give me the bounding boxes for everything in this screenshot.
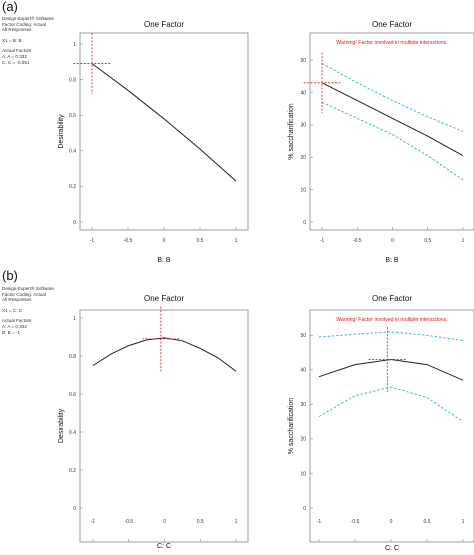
warning-annotation: Warning! Factor involved in multiple int…: [336, 317, 447, 323]
x-tick-label: 0: [163, 519, 166, 525]
fit-line: [321, 82, 464, 157]
x-tick-label: -0.5: [351, 519, 360, 525]
x-tick-label: 1: [462, 519, 465, 525]
plot-title: One Factor: [144, 294, 184, 303]
panel-label-a: (a): [2, 0, 18, 14]
x-tick-label: -1: [90, 238, 95, 244]
upper-ci-line: [321, 63, 464, 132]
x-tick-label: -0.5: [353, 238, 362, 244]
plot-title: One Factor: [372, 294, 412, 303]
y-tick-label: 30: [300, 402, 306, 408]
y-tick-label: 0.6: [69, 392, 76, 398]
y-tick-label: 40: [300, 368, 306, 374]
x-tick-label: 0.5: [197, 519, 204, 525]
software-name: Design-Expert® Software: [2, 16, 54, 21]
y-tick-label: 0.2: [69, 184, 76, 190]
responses-note: All Responses: [2, 297, 32, 303]
x-tick-label: 1: [462, 238, 465, 244]
x-factor-note: X1 = C: C: [2, 307, 23, 313]
x-tick-label: 0.5: [424, 238, 431, 244]
y-tick-label: 20: [300, 437, 306, 443]
actual-factor-b: B: B = -1: [2, 329, 21, 335]
y-tick-label: 0: [73, 220, 76, 226]
y-tick-label: 10: [300, 187, 306, 193]
x-tick-label: 0: [163, 238, 166, 244]
actual-factors-title: Actual Factors: [2, 318, 32, 324]
y-tick-label: 30: [300, 123, 306, 129]
x-tick-label: 1: [235, 238, 238, 244]
plot-frame: [79, 309, 249, 543]
y-tick-label: 50: [300, 58, 306, 64]
y-axis-title: % saccharification: [288, 398, 295, 455]
y-tick-label: 0.4: [69, 430, 76, 436]
y-tick-label: 0.2: [69, 468, 76, 474]
x-tick-label: 0: [391, 238, 394, 244]
y-tick-label: 0: [303, 506, 306, 512]
actual-factors-title: Actual Factors: [2, 48, 32, 54]
y-tick-label: 1: [73, 42, 76, 48]
y-axis-title: % saccharification: [288, 103, 295, 160]
x-axis-title: C: C: [157, 543, 171, 550]
warning-annotation: Warning! Factor involved in multiple int…: [336, 40, 447, 46]
y-axis-title: Desirability: [58, 408, 65, 443]
fit-line: [91, 63, 237, 182]
y-tick-label: 40: [300, 90, 306, 96]
plot-title: One Factor: [372, 20, 412, 29]
y-tick-label: 20: [300, 155, 306, 161]
x-tick-label: 0.5: [424, 519, 431, 525]
factor-coding: Factor Coding: Actual: [2, 291, 46, 297]
software-name: Design-Expert® Software: [2, 286, 54, 291]
actual-factor-a: A: A = 0.332: [2, 53, 27, 59]
y-tick-label: 50: [300, 333, 306, 339]
y-tick-label: 0: [73, 506, 76, 512]
x-tick-label: -0.5: [124, 238, 133, 244]
panel-label-b: (b): [2, 268, 18, 283]
x-axis-title: B: B: [157, 257, 171, 264]
plot-frame: [79, 32, 249, 231]
factor-coding: Factor Coding: Actual: [2, 21, 46, 27]
lower-ci-line: [321, 101, 464, 181]
x-factor-note: X1 = B: B: [2, 37, 22, 43]
y-tick-label: 0: [303, 220, 306, 226]
actual-factor-a: A: A = 0.332: [2, 323, 27, 329]
settings-notes-b: Design-Expert® Software Factor Coding: A…: [2, 286, 54, 335]
y-tick-label: 0.8: [69, 77, 76, 83]
settings-notes-a: Design-Expert® Software Factor Coding: A…: [2, 16, 54, 65]
x-tick-label: -1: [91, 519, 96, 525]
y-tick-label: 1: [73, 316, 76, 322]
x-tick-label: -1: [320, 238, 325, 244]
x-axis-title: C: C: [385, 545, 399, 552]
plot-frame: [309, 32, 474, 231]
plot-frame: [309, 309, 474, 543]
x-axis-title: B: B: [385, 257, 399, 264]
fit-line: [318, 358, 464, 381]
x-tick-label: -0.5: [124, 519, 133, 525]
lower-ci-line: [318, 386, 464, 422]
x-tick-label: 1: [235, 519, 238, 525]
upper-ci-line: [318, 331, 464, 341]
y-tick-label: 0.6: [69, 113, 76, 119]
y-tick-label: 0.8: [69, 354, 76, 360]
y-axis-title: Desirability: [58, 114, 65, 149]
fit-line: [92, 337, 237, 372]
plot-title: One Factor: [144, 20, 184, 29]
x-tick-label: 0: [390, 519, 393, 525]
x-tick-label: 0.5: [197, 238, 204, 244]
x-tick-label: -1: [317, 519, 322, 525]
y-tick-label: 10: [300, 471, 306, 477]
actual-factor-c: C: C = -0.051: [2, 59, 30, 65]
responses-note: All Responses: [2, 27, 32, 33]
y-tick-label: 0.4: [69, 149, 76, 155]
